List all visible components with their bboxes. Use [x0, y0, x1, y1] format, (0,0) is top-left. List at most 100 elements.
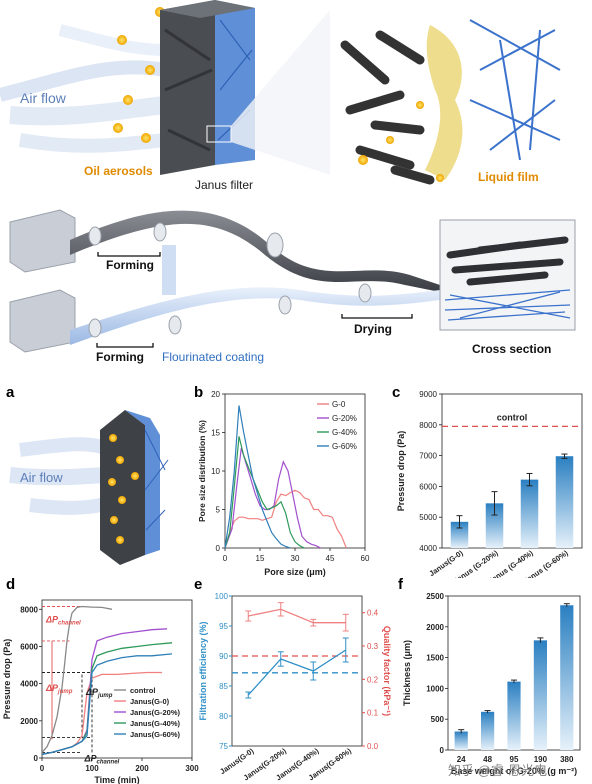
panel-a-letter: a	[6, 384, 15, 401]
y-right-axis-label: Quality factor (kPa⁻¹)	[382, 626, 392, 716]
drying-label: Drying	[354, 322, 393, 336]
pore-size-chart: 0 15 30 45 60 0 5 10 15 20 Pore size (μm) Pore size…	[197, 390, 370, 577]
series-line-control	[41, 605, 113, 753]
y-right-tick-label: 0.4	[367, 609, 379, 618]
legend-label: G-20%	[332, 414, 357, 423]
dp-jump2-label: ΔPjump	[85, 687, 113, 699]
y-tick-label: 15	[211, 429, 220, 438]
legend-label: G-40%	[332, 428, 357, 437]
dp-jump-label: ΔPjump	[45, 683, 73, 695]
y-tick-label: 9000	[419, 390, 437, 399]
x-axis-label: Pore size (μm)	[264, 567, 326, 577]
series-line-G-40%	[224, 436, 305, 549]
bar	[485, 503, 504, 548]
forming-top-bracket	[97, 252, 161, 257]
panel-c-letter: c	[392, 384, 401, 401]
y-tick-label: 75	[219, 742, 228, 751]
legend-label: Janus(G-20%)	[130, 708, 181, 717]
y-tick-label: 95	[219, 622, 228, 631]
y-tick-label: 6000	[20, 642, 38, 651]
x-axis-label: Base weight of G-20% (g m⁻²)	[451, 766, 577, 776]
y-tick-label: 80	[219, 712, 228, 721]
y-tick-label: 6000	[419, 482, 437, 491]
control-label: control	[497, 412, 528, 422]
x-tick-label: 0	[223, 554, 228, 563]
legend-label: Janus(G-40%)	[130, 719, 181, 728]
air-flow-streams	[0, 24, 167, 153]
y-tick-label: 20	[211, 390, 220, 399]
x-tick-label: 30	[291, 554, 300, 563]
bar	[533, 640, 547, 750]
y-tick-label: 2500	[426, 592, 444, 601]
zoomed-fiber-structure	[340, 19, 561, 185]
x-tick-label: 45	[326, 554, 335, 563]
bar	[454, 731, 468, 750]
y-tick-label: 1500	[426, 654, 444, 663]
forming-bottom-bracket	[96, 343, 154, 348]
y-axis-label: Pressure drop (Pa)	[396, 431, 406, 512]
bar	[555, 456, 574, 548]
y-tick-label: 100	[215, 592, 229, 601]
y-right-tick-label: 0.1	[367, 709, 379, 718]
bar	[520, 479, 539, 548]
y-tick-label: 2000	[20, 717, 38, 726]
pressure-drop-time-chart: 0 100 200 300 0 2000 4000 6000 8000 Time (min) Pre…	[2, 599, 199, 784]
y-tick-label: 500	[431, 715, 445, 724]
y-axis-label: Thickness (μm)	[402, 640, 412, 706]
series-line-G-60%	[224, 405, 291, 549]
y-tick-label: 7000	[419, 452, 437, 461]
legend-label: Janus(G-0)	[130, 697, 170, 706]
y-tick-label: 8000	[419, 421, 437, 430]
panel-f-letter: f	[398, 576, 403, 593]
legend-label: G-0	[332, 400, 346, 409]
y-tick-label: 8000	[20, 605, 38, 614]
y-right-tick-label: 0.0	[367, 742, 379, 751]
cross-section-image	[439, 219, 576, 331]
x-tick-label: 60	[361, 554, 370, 563]
y-tick-label: 0	[440, 746, 445, 755]
y-tick-label: 85	[219, 682, 228, 691]
x-tick-label: 0	[40, 764, 45, 773]
forming-top-label: Forming	[106, 258, 154, 272]
plot-frame	[441, 393, 583, 549]
x-tick-label: 95	[510, 755, 519, 764]
cross-section-label: Cross section	[472, 342, 552, 356]
panel-a-air-flow-label: Air flow	[20, 470, 63, 485]
y-tick-label: 4000	[419, 544, 437, 553]
y-tick-label: 5000	[419, 513, 437, 522]
plot-frame	[231, 595, 363, 747]
x-tick-label: 190	[534, 755, 548, 764]
flourinated-coating-label: Flourinated coating	[162, 350, 265, 364]
x-tick-label: 300	[185, 764, 199, 773]
x-tick-label: 24	[457, 755, 466, 764]
y-axis-label: Pressure drop (Pa)	[2, 639, 12, 720]
series-line-G-20%	[224, 447, 321, 549]
x-axis-label: Time (min)	[94, 775, 139, 784]
panel-a-illustration	[9, 410, 169, 565]
y-tick-label: 5	[216, 506, 221, 515]
y-tick-label: 10	[211, 467, 220, 476]
y-right-tick-label: 0.2	[367, 675, 379, 684]
dp-channel-label: ΔPchannel	[45, 614, 81, 626]
series-line-Janus(G-60%)	[41, 653, 173, 755]
dp-channel2-label: ΔPchannel	[84, 754, 120, 766]
y-tick-label: 90	[219, 652, 228, 661]
janus-filter-block	[160, 0, 255, 175]
x-tick-label: 15	[256, 554, 265, 563]
x-tick-label: 380	[560, 755, 574, 764]
forming-bottom-label: Forming	[96, 350, 144, 364]
oil-aerosols-label: Oil aerosols	[84, 164, 153, 178]
y-tick-label: 0	[216, 544, 221, 553]
y-axis-label: Filtration efficiency (%)	[198, 621, 208, 720]
panel-b-letter: b	[194, 384, 204, 401]
series-line-Quality factor	[248, 608, 346, 624]
bar	[450, 521, 469, 548]
series-line-G-0	[224, 489, 347, 549]
y-tick-label: 1000	[426, 684, 444, 693]
thickness-bar-chart: 0 500 1000 1500 2000 2500 Thickness (μm) Base w…	[402, 592, 581, 776]
liquid-film-label: Liquid film	[478, 170, 539, 184]
drying-bracket	[341, 314, 413, 319]
legend-label: control	[130, 686, 155, 695]
panel-e-letter: e	[194, 576, 203, 593]
legend-label: Janus(G-60%)	[130, 730, 181, 739]
